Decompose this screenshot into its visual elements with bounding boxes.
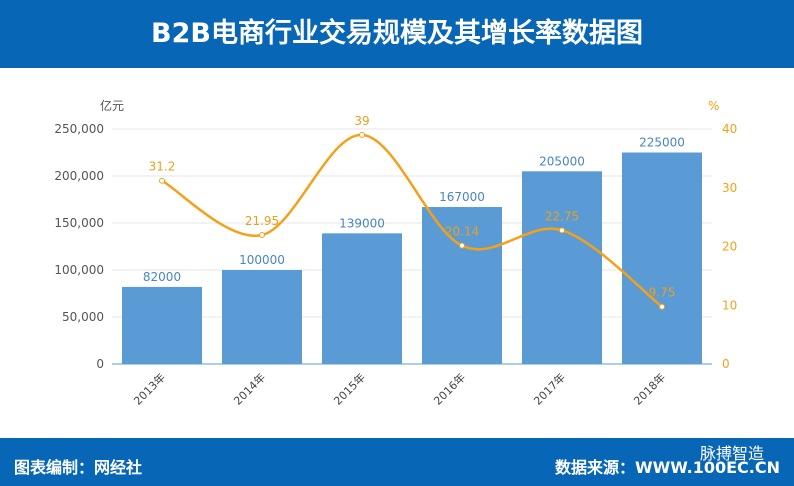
y2-tick-label: 0 [722,357,730,371]
bar [222,270,302,364]
bar-data-label: 100000 [239,253,285,267]
bar-data-label: 225000 [639,136,685,150]
y-axis-label: 亿元 [100,98,124,113]
bar [322,233,402,364]
y-tick-label: 200,000 [54,169,104,183]
y-tick-label: 100,000 [54,263,104,277]
line-data-label: 22.75 [545,209,579,223]
line-point [359,131,365,138]
y-tick-label: 250,000 [54,122,104,136]
chart-title: B2B电商行业交易规模及其增长率数据图 [0,0,794,68]
line-point [559,227,565,234]
x-tick-label: 2018年 [631,370,668,407]
y-tick-label: 150,000 [54,216,104,230]
x-tick-label: 2017年 [531,370,568,407]
y2-tick-label: 20 [722,240,737,254]
line-data-label: 31.2 [149,160,176,174]
bar-data-label: 205000 [539,154,585,168]
line-point [659,303,665,310]
y2-tick-label: 30 [722,181,737,195]
x-tick-label: 2016年 [431,370,468,407]
bar [522,171,602,364]
y-tick-label: 50,000 [62,310,104,324]
x-tick-label: 2014年 [231,370,268,407]
x-tick-label: 2015年 [331,370,368,407]
bar-data-label: 82000 [143,270,181,284]
y-tick-label: 0 [96,357,104,371]
line-point [159,177,165,184]
footer-source: 数据来源：WWW.100EC.CN [554,458,780,477]
footer-credit: 图表编制：网经社 [14,458,143,477]
line-data-label: 21.95 [245,214,279,228]
line-data-label: 9.75 [649,286,676,300]
bar-data-label: 139000 [339,216,385,230]
line-point [259,232,265,239]
bar [422,207,502,364]
line-point [459,242,465,249]
line-data-label: 39 [354,114,369,128]
bar-data-label: 167000 [439,190,485,204]
growth-line [161,133,663,308]
bar [622,152,702,364]
watermark: 脉搏智造 [699,444,764,463]
y2-tick-label: 40 [722,122,737,136]
line-data-label: 20.14 [445,225,479,239]
x-tick-label: 2013年 [131,370,168,407]
bar [122,286,202,364]
footer: 图表编制：网经社 脉搏智造 数据来源：WWW.100EC.CN [0,438,794,486]
y2-axis-label: % [708,99,719,113]
y2-tick-label: 10 [722,298,737,312]
